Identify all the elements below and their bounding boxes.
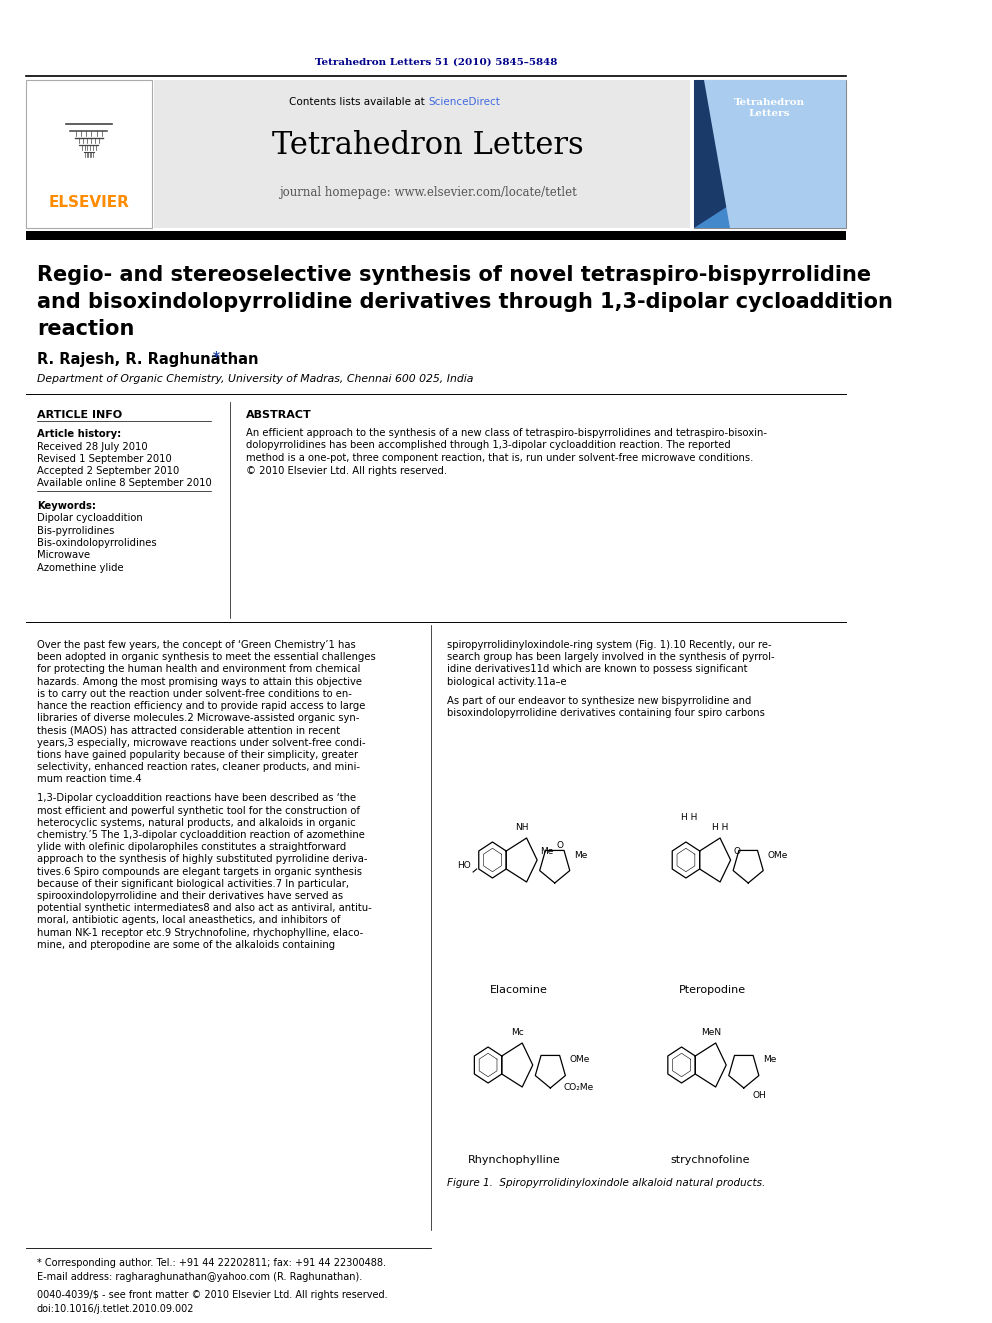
Text: An efficient approach to the synthesis of a new class of tetraspiro-bispyrrolidi: An efficient approach to the synthesis o…: [246, 429, 767, 438]
Text: Elacomine: Elacomine: [490, 986, 548, 995]
Text: CO₂Me: CO₂Me: [563, 1084, 594, 1093]
Text: E-mail address: ragharaghunathan@yahoo.com (R. Raghunathan).: E-mail address: ragharaghunathan@yahoo.c…: [37, 1271, 362, 1282]
Text: journal homepage: www.elsevier.com/locate/tetlet: journal homepage: www.elsevier.com/locat…: [280, 187, 577, 198]
Text: *: *: [208, 351, 220, 364]
Text: thesis (MAOS) has attracted considerable attention in recent: thesis (MAOS) has attracted considerable…: [37, 725, 340, 736]
Text: bisoxindolopyrrolidine derivatives containing four spiro carbons: bisoxindolopyrrolidine derivatives conta…: [446, 708, 765, 718]
Text: Pteropodine: Pteropodine: [679, 986, 746, 995]
Polygon shape: [693, 130, 846, 228]
Text: HO: HO: [457, 860, 471, 869]
Text: Over the past few years, the concept of ‘Green Chemistry’1 has: Over the past few years, the concept of …: [37, 640, 356, 650]
Text: Me: Me: [763, 1056, 777, 1065]
Text: Rhynchophylline: Rhynchophylline: [468, 1155, 560, 1166]
Text: MeN: MeN: [701, 1028, 721, 1037]
Text: * Corresponding author. Tel.: +91 44 22202811; fax: +91 44 22300488.: * Corresponding author. Tel.: +91 44 222…: [37, 1258, 386, 1267]
Text: and bisoxindolopyrrolidine derivatives through 1,3-dipolar cycloaddition: and bisoxindolopyrrolidine derivatives t…: [37, 292, 893, 312]
Text: Regio- and stereoselective synthesis of novel tetraspiro-bispyrrolidine: Regio- and stereoselective synthesis of …: [37, 265, 871, 284]
Text: O: O: [733, 848, 740, 856]
Text: OMe: OMe: [569, 1056, 590, 1065]
Text: because of their significant biological activities.7 In particular,: because of their significant biological …: [37, 878, 349, 889]
Bar: [27, 232, 846, 239]
Text: Bis-oxindolopyrrolidines: Bis-oxindolopyrrolidines: [37, 538, 157, 548]
Text: strychnofoline: strychnofoline: [671, 1155, 750, 1166]
Text: Bis-pyrrolidines: Bis-pyrrolidines: [37, 525, 114, 536]
Text: approach to the synthesis of highly substituted pyrrolidine deriva-: approach to the synthesis of highly subs…: [37, 855, 367, 864]
Text: Received 28 July 2010: Received 28 July 2010: [37, 442, 148, 452]
Text: As part of our endeavor to synthesize new bispyrrolidine and: As part of our endeavor to synthesize ne…: [446, 696, 751, 705]
Text: ylide with olefinic dipolarophiles constitutes a straightforward: ylide with olefinic dipolarophiles const…: [37, 843, 346, 852]
Text: ELSEVIER: ELSEVIER: [49, 194, 129, 210]
Text: hazards. Among the most promising ways to attain this objective: hazards. Among the most promising ways t…: [37, 676, 362, 687]
Text: Tetrahedron Letters: Tetrahedron Letters: [273, 130, 584, 161]
Text: Azomethine ylide: Azomethine ylide: [37, 564, 124, 573]
Text: reaction: reaction: [37, 319, 134, 339]
Text: 0040-4039/$ - see front matter © 2010 Elsevier Ltd. All rights reserved.: 0040-4039/$ - see front matter © 2010 El…: [37, 1290, 388, 1301]
Text: mine, and pteropodine are some of the alkaloids containing: mine, and pteropodine are some of the al…: [37, 939, 335, 950]
Text: is to carry out the reaction under solvent-free conditions to en-: is to carry out the reaction under solve…: [37, 689, 352, 699]
Text: Department of Organic Chemistry, University of Madras, Chennai 600 025, India: Department of Organic Chemistry, Univers…: [37, 374, 473, 384]
Text: Mc: Mc: [512, 1028, 524, 1037]
Text: H H: H H: [682, 814, 697, 822]
Text: spirooxindolopyrrolidine and their derivatives have served as: spirooxindolopyrrolidine and their deriv…: [37, 890, 343, 901]
Text: idine derivatives11d which are known to possess significant: idine derivatives11d which are known to …: [446, 664, 747, 675]
Polygon shape: [703, 79, 846, 228]
Text: heterocyclic systems, natural products, and alkaloids in organic: heterocyclic systems, natural products, …: [37, 818, 356, 828]
Text: NH: NH: [516, 823, 529, 832]
Text: method is a one-pot, three component reaction, that is, run under solvent-free m: method is a one-pot, three component rea…: [246, 452, 754, 463]
Text: years,3 especially, microwave reactions under solvent-free condi-: years,3 especially, microwave reactions …: [37, 738, 366, 747]
Text: O: O: [557, 840, 563, 849]
Text: been adopted in organic synthesis to meet the essential challenges: been adopted in organic synthesis to mee…: [37, 652, 376, 663]
FancyBboxPatch shape: [693, 79, 846, 228]
Text: for protecting the human health and environment from chemical: for protecting the human health and envi…: [37, 664, 360, 675]
FancyBboxPatch shape: [27, 79, 152, 228]
Text: ARTICLE INFO: ARTICLE INFO: [37, 410, 122, 419]
Text: human NK-1 receptor etc.9 Strychnofoline, rhychophylline, elaco-: human NK-1 receptor etc.9 Strychnofoline…: [37, 927, 363, 938]
Text: H H: H H: [712, 823, 728, 832]
Text: tives.6 Spiro compounds are elegant targets in organic synthesis: tives.6 Spiro compounds are elegant targ…: [37, 867, 362, 877]
Text: potential synthetic intermediates8 and also act as antiviral, antitu-: potential synthetic intermediates8 and a…: [37, 904, 372, 913]
Text: Tetrahedron
Letters: Tetrahedron Letters: [734, 98, 806, 118]
Text: Accepted 2 September 2010: Accepted 2 September 2010: [37, 466, 180, 476]
Text: libraries of diverse molecules.2 Microwave-assisted organic syn-: libraries of diverse molecules.2 Microwa…: [37, 713, 359, 724]
Text: biological activity.11a–e: biological activity.11a–e: [446, 676, 566, 687]
Text: OMe: OMe: [768, 851, 788, 860]
Text: 1,3-Dipolar cycloaddition reactions have been described as ‘the: 1,3-Dipolar cycloaddition reactions have…: [37, 794, 356, 803]
Text: chemistry.’5 The 1,3-dipolar cycloaddition reaction of azomethine: chemistry.’5 The 1,3-dipolar cycloadditi…: [37, 830, 365, 840]
Text: Me: Me: [540, 848, 554, 856]
Text: tions have gained popularity because of their simplicity, greater: tions have gained popularity because of …: [37, 750, 358, 759]
Text: doi:10.1016/j.tetlet.2010.09.002: doi:10.1016/j.tetlet.2010.09.002: [37, 1304, 194, 1314]
Text: Tetrahedron Letters 51 (2010) 5845–5848: Tetrahedron Letters 51 (2010) 5845–5848: [315, 58, 558, 67]
Text: Article history:: Article history:: [37, 429, 121, 439]
Text: Microwave: Microwave: [37, 550, 90, 561]
Text: most efficient and powerful synthetic tool for the construction of: most efficient and powerful synthetic to…: [37, 806, 360, 815]
Text: Me: Me: [574, 851, 587, 860]
Text: ABSTRACT: ABSTRACT: [246, 410, 312, 419]
Text: spiropyrrolidinyloxindole-ring system (Fig. 1).10 Recently, our re-: spiropyrrolidinyloxindole-ring system (F…: [446, 640, 772, 650]
Text: Available online 8 September 2010: Available online 8 September 2010: [37, 478, 211, 488]
Text: selectivity, enhanced reaction rates, cleaner products, and mini-: selectivity, enhanced reaction rates, cl…: [37, 762, 360, 773]
Text: © 2010 Elsevier Ltd. All rights reserved.: © 2010 Elsevier Ltd. All rights reserved…: [246, 466, 447, 475]
Text: Contents lists available at: Contents lists available at: [290, 97, 429, 107]
Text: Keywords:: Keywords:: [37, 501, 96, 511]
Text: OH: OH: [753, 1090, 767, 1099]
Text: mum reaction time.4: mum reaction time.4: [37, 774, 142, 785]
FancyBboxPatch shape: [693, 79, 846, 228]
FancyBboxPatch shape: [154, 79, 690, 228]
Text: dolopyrrolidines has been accomplished through 1,3-dipolar cycloaddition reactio: dolopyrrolidines has been accomplished t…: [246, 441, 731, 451]
Text: search group has been largely involved in the synthesis of pyrrol-: search group has been largely involved i…: [446, 652, 775, 663]
Text: hance the reaction efficiency and to provide rapid access to large: hance the reaction efficiency and to pro…: [37, 701, 365, 710]
Text: Figure 1.  Spiropyrrolidinyloxindole alkaloid natural products.: Figure 1. Spiropyrrolidinyloxindole alka…: [446, 1177, 765, 1188]
Text: Revised 1 September 2010: Revised 1 September 2010: [37, 454, 172, 464]
Text: moral, antibiotic agents, local aneasthetics, and inhibitors of: moral, antibiotic agents, local aneasthe…: [37, 916, 340, 925]
Text: ScienceDirect: ScienceDirect: [429, 97, 500, 107]
Text: Dipolar cycloaddition: Dipolar cycloaddition: [37, 513, 143, 523]
Text: R. Rajesh, R. Raghunathan: R. Rajesh, R. Raghunathan: [37, 352, 259, 366]
